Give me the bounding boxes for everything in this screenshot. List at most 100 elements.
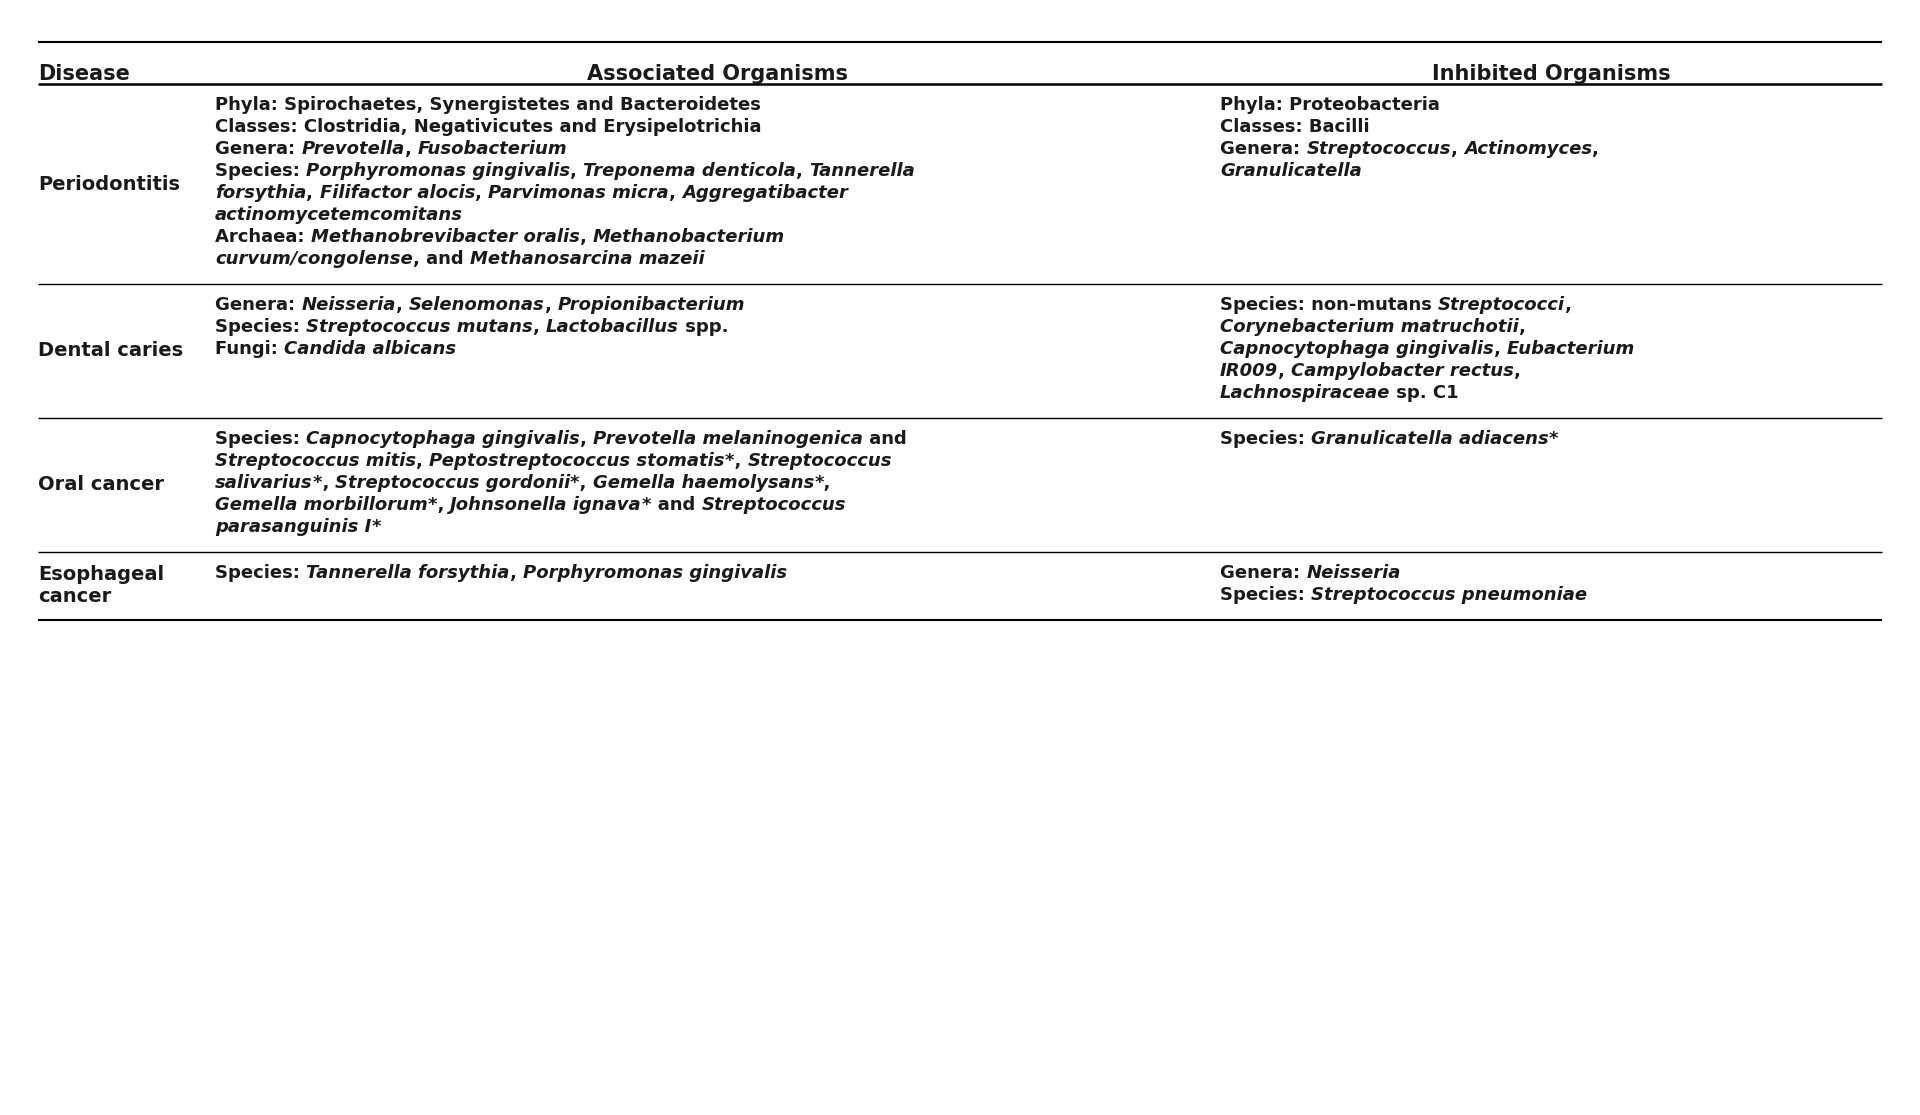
Text: Filifactor alocis: Filifactor alocis	[319, 184, 474, 202]
Text: Candida albicans: Candida albicans	[284, 340, 457, 358]
Text: ,: ,	[1592, 140, 1599, 158]
Text: Streptococcus pneumoniae: Streptococcus pneumoniae	[1311, 586, 1588, 604]
Text: Neisseria: Neisseria	[1306, 564, 1402, 582]
Text: Granulicatella: Granulicatella	[1219, 162, 1361, 180]
Text: *: *	[371, 518, 380, 536]
Text: *,: *,	[428, 496, 451, 514]
Text: ,: ,	[545, 295, 557, 314]
Text: ,: ,	[570, 162, 584, 180]
Text: Capnocytophaga gingivalis: Capnocytophaga gingivalis	[1219, 340, 1494, 358]
Text: ,: ,	[417, 452, 430, 471]
Text: Streptococcus: Streptococcus	[701, 496, 847, 514]
Text: Species:: Species:	[1219, 586, 1311, 604]
Text: ,: ,	[509, 564, 522, 582]
Text: Streptococcus gordonii: Streptococcus gordonii	[336, 474, 570, 492]
Text: Methanobrevibacter oralis: Methanobrevibacter oralis	[311, 227, 580, 246]
Text: Neisseria: Neisseria	[301, 295, 396, 314]
Text: ,: ,	[580, 227, 593, 246]
Text: Phyla: Spirochaetes, Synergistetes and Bacteroidetes: Phyla: Spirochaetes, Synergistetes and B…	[215, 96, 760, 114]
Text: ,: ,	[396, 295, 409, 314]
Text: and: and	[862, 430, 906, 448]
Text: *,: *,	[313, 474, 336, 492]
Text: * and: * and	[641, 496, 701, 514]
Text: Fusobacterium: Fusobacterium	[419, 140, 568, 158]
Text: ,: ,	[797, 162, 810, 180]
Text: Capnocytophaga gingivalis: Capnocytophaga gingivalis	[305, 430, 580, 448]
Text: Tannerella: Tannerella	[810, 162, 916, 180]
Text: *,: *,	[570, 474, 593, 492]
Text: Genera:: Genera:	[1219, 564, 1306, 582]
Text: ,: ,	[534, 318, 545, 336]
Text: ,: ,	[474, 184, 488, 202]
Text: Streptococcus: Streptococcus	[747, 452, 893, 471]
Text: ,: ,	[1519, 318, 1526, 336]
Text: Eubacterium: Eubacterium	[1507, 340, 1636, 358]
Text: ,: ,	[580, 430, 593, 448]
Text: Selenomonas: Selenomonas	[409, 295, 545, 314]
Text: Propionibacterium: Propionibacterium	[557, 295, 745, 314]
Text: parasanguinis I: parasanguinis I	[215, 518, 371, 536]
Text: Aggregatibacter: Aggregatibacter	[682, 184, 849, 202]
Text: Periodontitis: Periodontitis	[38, 175, 180, 194]
Text: Campylobacter rectus: Campylobacter rectus	[1292, 362, 1515, 380]
Text: Lachnospiraceae: Lachnospiraceae	[1219, 384, 1390, 403]
Text: Esophageal
cancer: Esophageal cancer	[38, 565, 163, 607]
Text: ,: ,	[1565, 295, 1572, 314]
Text: Streptococcus mitis: Streptococcus mitis	[215, 452, 417, 471]
Text: Species: non-mutans: Species: non-mutans	[1219, 295, 1438, 314]
Text: Classes: Clostridia, Negativicutes and Erysipelotrichia: Classes: Clostridia, Negativicutes and E…	[215, 118, 762, 136]
Text: Corynebacterium matruchotii: Corynebacterium matruchotii	[1219, 318, 1519, 336]
Text: Genera:: Genera:	[215, 295, 301, 314]
Text: Genera:: Genera:	[215, 140, 301, 158]
Text: Oral cancer: Oral cancer	[38, 475, 163, 494]
Text: ,: ,	[1279, 362, 1292, 380]
Text: ,: ,	[307, 184, 319, 202]
Text: Treponema denticola: Treponema denticola	[584, 162, 797, 180]
Text: Gemella haemolysans: Gemella haemolysans	[593, 474, 814, 492]
Text: Species:: Species:	[1219, 430, 1311, 448]
Text: ,: ,	[1452, 140, 1463, 158]
Text: curvum/congolense: curvum/congolense	[215, 250, 413, 268]
Text: Methanosarcina mazeii: Methanosarcina mazeii	[470, 250, 705, 268]
Text: Lactobacillus: Lactobacillus	[545, 318, 680, 336]
Text: Archaea:: Archaea:	[215, 227, 311, 246]
Text: ,: ,	[1494, 340, 1507, 358]
Text: Porphyromonas gingivalis: Porphyromonas gingivalis	[522, 564, 787, 582]
Text: *: *	[1549, 430, 1559, 448]
Text: Parvimonas micra: Parvimonas micra	[488, 184, 668, 202]
Text: Gemella morbillorum: Gemella morbillorum	[215, 496, 428, 514]
Text: Tannerella forsythia: Tannerella forsythia	[305, 564, 509, 582]
Text: Species:: Species:	[215, 430, 305, 448]
Text: *,: *,	[724, 452, 747, 471]
Text: Inhibited Organisms: Inhibited Organisms	[1432, 64, 1670, 84]
Text: Associated Organisms: Associated Organisms	[588, 64, 849, 84]
Text: Streptococcus: Streptococcus	[1306, 140, 1452, 158]
Text: Genera:: Genera:	[1219, 140, 1306, 158]
Text: Classes: Bacilli: Classes: Bacilli	[1219, 118, 1369, 136]
Text: ,: ,	[668, 184, 682, 202]
Text: sp. C1: sp. C1	[1390, 384, 1459, 403]
Text: ,: ,	[405, 140, 419, 158]
Text: Streptococcus mutans: Streptococcus mutans	[305, 318, 534, 336]
Text: Prevotella melaninogenica: Prevotella melaninogenica	[593, 430, 862, 448]
Text: Streptococci: Streptococci	[1438, 295, 1565, 314]
Text: salivarius: salivarius	[215, 474, 313, 492]
Text: Methanobacterium: Methanobacterium	[593, 227, 785, 246]
Text: Disease: Disease	[38, 64, 131, 84]
Text: Porphyromonas gingivalis: Porphyromonas gingivalis	[305, 162, 570, 180]
Text: Prevotella: Prevotella	[301, 140, 405, 158]
Text: Species:: Species:	[215, 564, 305, 582]
Text: Actinomyces: Actinomyces	[1463, 140, 1592, 158]
Text: , and: , and	[413, 250, 470, 268]
Text: ,: ,	[1515, 362, 1521, 380]
Text: IR009: IR009	[1219, 362, 1279, 380]
Text: Phyla: Proteobacteria: Phyla: Proteobacteria	[1219, 96, 1440, 114]
Text: Dental caries: Dental caries	[38, 341, 182, 360]
Text: *,: *,	[814, 474, 831, 492]
Text: Peptostreptococcus stomatis: Peptostreptococcus stomatis	[430, 452, 724, 471]
Text: actinomycetemcomitans: actinomycetemcomitans	[215, 206, 463, 224]
Text: Johnsonella ignava: Johnsonella ignava	[451, 496, 641, 514]
Text: forsythia: forsythia	[215, 184, 307, 202]
Text: Fungi:: Fungi:	[215, 340, 284, 358]
Text: spp.: spp.	[680, 318, 728, 336]
